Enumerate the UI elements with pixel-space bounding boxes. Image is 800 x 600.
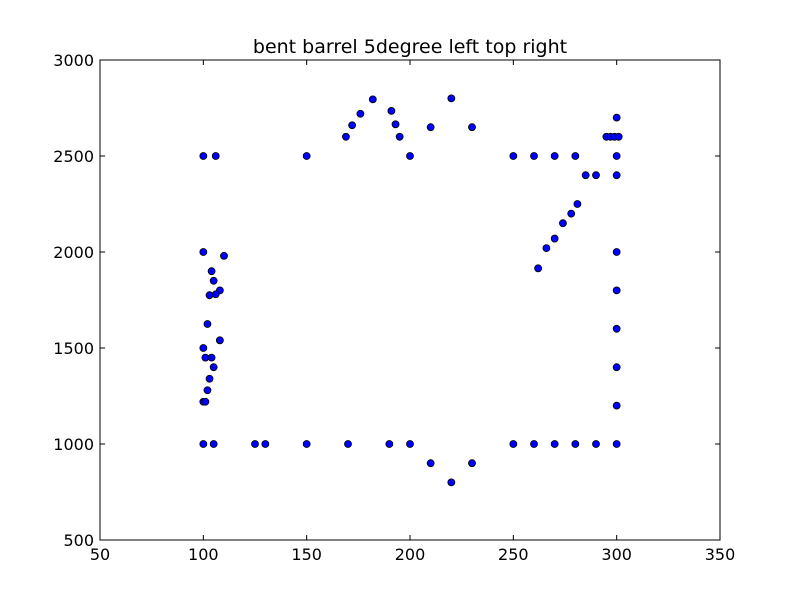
data-points <box>199 94 623 487</box>
x-tick-label: 100 <box>188 545 219 564</box>
scatter-point <box>612 363 621 372</box>
scatter-point <box>612 440 621 448</box>
scatter-point <box>209 276 218 285</box>
scatter-point <box>342 132 350 141</box>
scatter-point <box>509 440 518 448</box>
chart-title: bent barrel 5degree left top right <box>253 36 567 58</box>
x-tick-label: 200 <box>395 545 426 564</box>
scatter-point <box>509 152 518 160</box>
scatter-point <box>348 121 357 130</box>
scatter-point <box>211 152 220 160</box>
scatter-point <box>614 132 623 141</box>
scatter-point <box>344 440 352 448</box>
scatter-point <box>199 440 208 448</box>
scatter-point <box>251 440 259 448</box>
x-tick-label: 250 <box>498 545 529 564</box>
scatter-point <box>368 95 377 104</box>
y-tick-label: 1500 <box>53 339 94 358</box>
scatter-point <box>391 120 400 129</box>
x-tick-label: 300 <box>601 545 632 564</box>
scatter-point <box>612 324 621 333</box>
x-tick-label: 150 <box>291 545 322 564</box>
scatter-point <box>395 132 404 141</box>
scatter-point <box>387 106 396 115</box>
scatter-point <box>573 200 582 208</box>
scatter-point <box>426 459 435 468</box>
y-tick-label: 2000 <box>53 243 94 262</box>
y-tick-label: 500 <box>63 531 94 550</box>
scatter-point <box>205 291 214 300</box>
scatter-point <box>209 363 218 372</box>
scatter-point <box>220 251 228 260</box>
scatter-point <box>468 123 476 132</box>
scatter-point <box>534 264 543 273</box>
scatter-point <box>207 353 216 362</box>
scatter-point <box>612 152 621 160</box>
scatter-point <box>199 344 208 352</box>
scatter-point <box>356 109 365 118</box>
scatter-point <box>261 440 270 448</box>
scatter-point <box>205 374 214 383</box>
y-tick-label: 2500 <box>53 147 94 166</box>
x-tick-label: 50 <box>90 545 110 564</box>
scatter-point <box>559 219 567 228</box>
scatter-point <box>612 286 621 295</box>
scatter-point <box>207 267 216 276</box>
scatter-point <box>406 152 414 160</box>
axis-ticks: 50 100 150 200 250 300 350 500 1000 1500 2000 2500 3… <box>53 51 735 564</box>
scatter-point <box>612 171 621 180</box>
scatter-point <box>406 440 414 448</box>
scatter-point <box>612 401 621 410</box>
scatter-point <box>542 244 551 253</box>
scatter-point <box>203 386 212 395</box>
scatter-point <box>530 152 538 160</box>
scatter-point <box>447 478 456 487</box>
scatter-point <box>201 397 210 406</box>
scatter-point <box>530 440 538 448</box>
scatter-point <box>612 248 621 256</box>
scatter-point <box>426 123 435 132</box>
scatter-point <box>468 459 476 468</box>
scatter-point <box>571 152 580 160</box>
scatter-point <box>592 171 600 180</box>
scatter-point <box>592 440 600 448</box>
scatter-point <box>209 440 218 448</box>
y-tick-label: 3000 <box>53 51 94 70</box>
plot-area <box>99 59 721 541</box>
scatter-point <box>612 113 621 122</box>
y-tick-label: 1000 <box>53 435 94 454</box>
scatter-point <box>302 440 311 448</box>
scatter-point <box>199 248 208 256</box>
scatter-point <box>385 440 394 448</box>
scatter-point <box>571 440 580 448</box>
scatter-point <box>567 209 576 218</box>
x-tick-label: 350 <box>705 545 736 564</box>
scatter-point <box>302 152 311 160</box>
scatter-point <box>199 152 208 160</box>
scatter-point <box>550 440 559 448</box>
scatter-point <box>203 320 212 328</box>
scatter-point <box>215 336 224 345</box>
scatter-point <box>447 94 456 103</box>
scatter-point <box>550 152 559 160</box>
scatter-point <box>550 234 559 243</box>
scatter-point <box>581 171 590 180</box>
